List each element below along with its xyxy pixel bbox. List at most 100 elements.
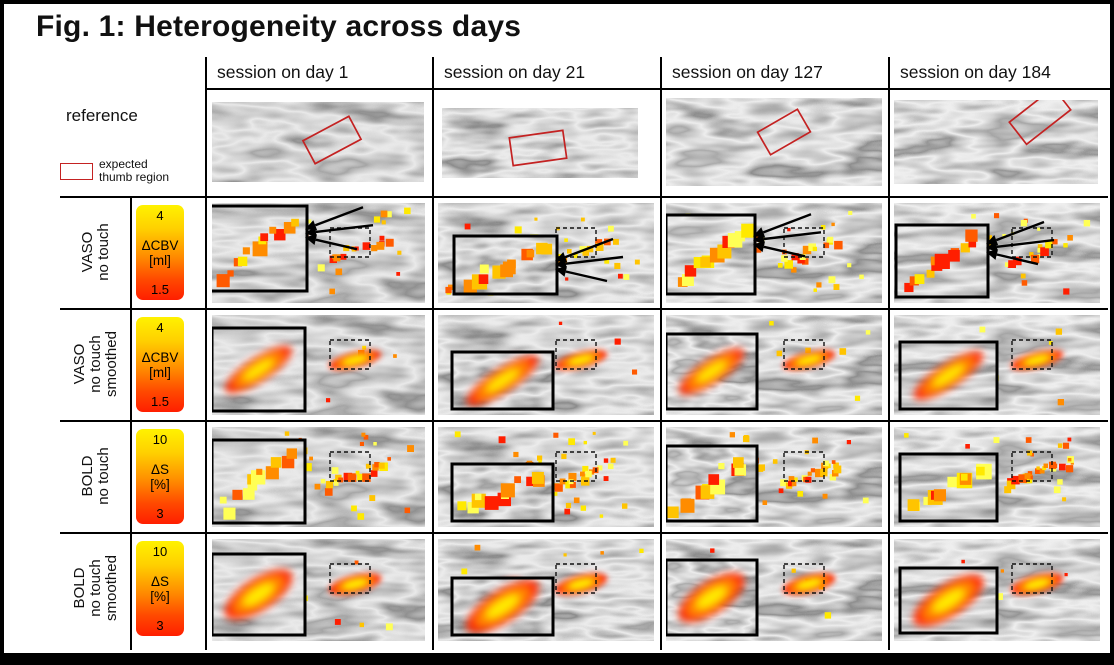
brain-surface-image bbox=[666, 315, 882, 415]
brain-surface-image bbox=[666, 539, 882, 641]
brain-map-bold-no-touch-day184 bbox=[894, 427, 1100, 527]
zoom-inset bbox=[666, 558, 759, 637]
colorbar-unit: [%] bbox=[150, 588, 170, 604]
brain-surface-image bbox=[894, 203, 1100, 303]
brain-map-vaso-no-touch-smoothed-day21 bbox=[438, 315, 654, 415]
colorbar-unit: [ml] bbox=[149, 252, 171, 268]
pointer-arrows-icon bbox=[305, 206, 374, 251]
grid-hline bbox=[60, 196, 1108, 198]
brain-surface-image bbox=[212, 539, 425, 641]
pointer-arrows-icon bbox=[555, 237, 624, 283]
colorbar-quantity: ΔCBV bbox=[141, 237, 179, 253]
zoom-inset bbox=[212, 326, 307, 413]
brain-map-vaso-no-touch-smoothed-day184 bbox=[894, 315, 1100, 415]
grid-hline bbox=[60, 308, 1108, 310]
brain-map-bold-no-touch-smoothed-day21 bbox=[438, 539, 654, 641]
colorbar-max-value: 4 bbox=[156, 320, 164, 335]
zoom-inset bbox=[666, 444, 759, 523]
brain-map-bold-no-touch-smoothed-day127 bbox=[666, 539, 882, 641]
brain-surface-image bbox=[442, 108, 638, 178]
expected-thumb-region-outline bbox=[301, 115, 363, 165]
brain-surface-image bbox=[894, 427, 1100, 527]
colorbar-unit: [%] bbox=[150, 476, 170, 492]
grid-vline bbox=[888, 57, 890, 650]
brain-map-vaso-no-touch-day127 bbox=[666, 203, 882, 303]
brain-map-vaso-no-touch-smoothed-day127 bbox=[666, 315, 882, 415]
colorbar-bold-no-touch: 10 ΔS [%] 3 bbox=[136, 429, 184, 524]
brain-surface-image bbox=[666, 427, 882, 527]
row-label-vaso-no-touch-smoothed: VASO no touch smoothed bbox=[71, 331, 120, 397]
brain-map-reference-day21 bbox=[442, 108, 638, 178]
brain-map-bold-no-touch-smoothed-day1 bbox=[212, 539, 425, 641]
brain-surface-image bbox=[212, 203, 425, 303]
brain-surface-image bbox=[666, 98, 882, 186]
brain-surface-image bbox=[212, 102, 424, 182]
grid-hline bbox=[60, 420, 1108, 422]
row-label-vaso-no-touch: VASO no touch bbox=[79, 223, 112, 281]
row-label-bold-no-touch: BOLD no touch bbox=[79, 447, 112, 505]
zoom-inset bbox=[666, 213, 757, 296]
brain-map-bold-no-touch-smoothed-day184 bbox=[894, 539, 1100, 641]
expected-thumb-region-outline bbox=[1008, 100, 1072, 146]
column-header-day21: session on day 21 bbox=[444, 62, 586, 82]
thumb-region-box-icon bbox=[60, 162, 93, 180]
brain-surface-image bbox=[438, 427, 654, 527]
grid-vline bbox=[205, 57, 207, 650]
brain-map-reference-day127 bbox=[666, 98, 882, 186]
row-label-bold-no-touch-smoothed: BOLD no touch smoothed bbox=[71, 555, 120, 621]
column-header-day1: session on day 1 bbox=[217, 62, 349, 82]
colorbar-bold-no-touch-smoothed: 10 ΔS [%] 3 bbox=[136, 541, 184, 636]
colorbar-unit: [ml] bbox=[149, 364, 171, 380]
brain-map-vaso-no-touch-day184 bbox=[894, 203, 1100, 303]
zoom-inset bbox=[452, 234, 559, 296]
pointer-arrows-icon bbox=[986, 220, 1055, 266]
figure-title: Fig. 1: Heterogeneity across days bbox=[36, 10, 522, 43]
brain-map-bold-no-touch-day21 bbox=[438, 427, 654, 527]
brain-surface-image bbox=[666, 203, 882, 303]
grid-hline bbox=[60, 532, 1108, 534]
brain-map-vaso-no-touch-day21 bbox=[438, 203, 654, 303]
colorbar-max-value: 10 bbox=[152, 544, 168, 559]
grid-vline bbox=[660, 57, 662, 650]
expected-thumb-region-outline bbox=[508, 129, 568, 167]
zoom-inset bbox=[212, 552, 307, 637]
colorbar-quantity: ΔCBV bbox=[141, 349, 179, 365]
zoom-inset bbox=[898, 452, 999, 523]
colorbar-quantity: ΔS bbox=[150, 573, 169, 589]
zoom-inset bbox=[898, 340, 999, 411]
grid-vline bbox=[130, 196, 132, 650]
colorbar-max-value: 4 bbox=[156, 208, 164, 223]
zoom-inset bbox=[212, 438, 307, 525]
brain-map-reference-day1 bbox=[212, 102, 424, 182]
reference-row-label: reference bbox=[66, 106, 138, 125]
legend-label: expected thumb region bbox=[99, 157, 170, 184]
brain-map-reference-day184 bbox=[894, 100, 1098, 184]
colorbar-min-value: 3 bbox=[156, 618, 164, 633]
brain-map-bold-no-touch-day127 bbox=[666, 427, 882, 527]
brain-surface-image bbox=[212, 427, 425, 527]
pointer-arrows-icon bbox=[753, 213, 822, 258]
brain-surface-image bbox=[438, 315, 654, 415]
brain-surface-image bbox=[894, 315, 1100, 415]
zoom-inset bbox=[450, 576, 555, 637]
expected-thumb-region-legend: expected thumb region bbox=[60, 158, 169, 184]
brain-surface-image bbox=[438, 539, 654, 641]
brain-map-vaso-no-touch-smoothed-day1 bbox=[212, 315, 425, 415]
colorbar-vaso-no-touch: 4 ΔCBV [ml] 1.5 bbox=[136, 205, 184, 300]
colorbar-vaso-no-touch-smoothed: 4 ΔCBV [ml] 1.5 bbox=[136, 317, 184, 412]
column-header-day184: session on day 184 bbox=[900, 62, 1051, 82]
zoom-inset bbox=[450, 350, 555, 411]
brain-surface-image bbox=[894, 539, 1100, 641]
brain-map-bold-no-touch-day1 bbox=[212, 427, 425, 527]
brain-map-vaso-no-touch-day1 bbox=[212, 203, 425, 303]
zoom-inset bbox=[894, 223, 990, 299]
zoom-inset bbox=[450, 462, 555, 523]
brain-surface-image bbox=[438, 203, 654, 303]
colorbar-min-value: 1.5 bbox=[150, 282, 170, 297]
zoom-inset bbox=[212, 204, 309, 293]
grid-vline bbox=[432, 57, 434, 650]
zoom-inset bbox=[898, 566, 999, 635]
colorbar-min-value: 3 bbox=[156, 506, 164, 521]
column-header-day127: session on day 127 bbox=[672, 62, 823, 82]
